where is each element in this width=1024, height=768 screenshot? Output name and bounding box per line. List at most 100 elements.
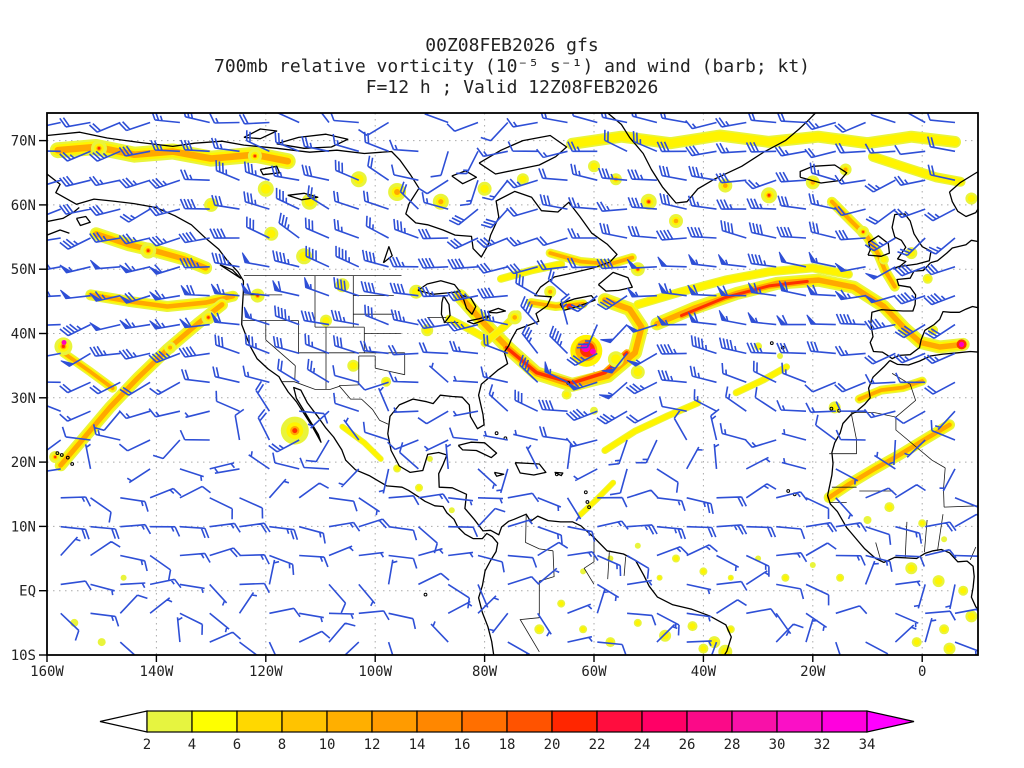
vorticity-blob [394, 466, 400, 471]
coastline [451, 170, 478, 185]
coastline [219, 264, 242, 279]
coastline [478, 134, 568, 175]
colorbar-tick-label: 32 [814, 737, 831, 753]
vorticity-blob [416, 485, 422, 491]
x-tick-label: 40W [691, 664, 717, 680]
island [583, 490, 588, 495]
coastline [597, 271, 633, 292]
vorticity-blob [480, 184, 489, 193]
y-tick-label: 70N [11, 134, 36, 150]
vorticity-blob [710, 638, 718, 646]
island [769, 341, 774, 346]
coastline [259, 165, 281, 176]
island [829, 406, 834, 411]
vorticity-blob [913, 639, 920, 646]
vorticity-blob [945, 645, 954, 653]
vorticity-blob [354, 174, 364, 184]
vorticity-blob [634, 542, 641, 549]
coastline [889, 350, 978, 366]
vorticity-band [340, 424, 383, 462]
coastline [949, 171, 978, 193]
vorticity-band [93, 231, 209, 271]
colorbar-tick-label: 16 [454, 737, 471, 753]
x-tick-label: 120W [249, 664, 283, 680]
colorbar-tick-label: 20 [544, 737, 561, 753]
vorticity-blob [919, 520, 925, 526]
colorbar-tick-label: 34 [859, 737, 876, 753]
vorticity-blob [207, 316, 210, 319]
wind-barb-strokes [47, 113, 978, 655]
colorbar-cell [326, 710, 373, 733]
colorbar-cell [416, 710, 463, 733]
vorticity-blob [862, 230, 865, 233]
vorticity-max-spot [959, 341, 965, 347]
vorticity-blob [120, 574, 127, 581]
wind-barbs [47, 113, 978, 655]
vorticity-blob [536, 626, 543, 633]
vorticity-blob [907, 564, 915, 572]
vorticity-blob [292, 428, 298, 434]
coastline [75, 215, 91, 227]
title-model-run: 00Z08FEB2026 gfs [425, 35, 598, 56]
colorbar-tick-label: 6 [233, 737, 241, 753]
vorticity-blob [438, 199, 444, 205]
vorticity-blob [701, 569, 706, 574]
vorticity-band [826, 422, 952, 500]
coastline [466, 314, 491, 325]
political-border [895, 417, 946, 469]
political-border [294, 365, 296, 381]
vorticity-band [578, 480, 616, 517]
vorticity-blob [941, 626, 948, 633]
coastline [243, 128, 278, 140]
colorbar-under-arrow [99, 710, 148, 733]
island [786, 489, 791, 493]
vorticity-blob [935, 577, 943, 585]
vorticity-blob [729, 576, 733, 580]
vorticity-blob [728, 626, 734, 632]
coastline [799, 164, 848, 184]
y-tick-label: 40N [11, 327, 36, 343]
vorticity-blob [777, 353, 783, 359]
colorbar-cell [281, 710, 328, 733]
coastline [276, 133, 349, 149]
vorticity-blob [809, 562, 816, 568]
vorticity-blob [206, 200, 216, 210]
coastline [493, 471, 505, 477]
colorbar-tick-label: 4 [188, 737, 196, 753]
vorticity-blob [426, 455, 433, 462]
vorticity-blob [673, 218, 679, 224]
colorbar-cell [146, 710, 193, 733]
island [55, 451, 60, 456]
vorticity-blob [907, 249, 915, 257]
political-border [874, 373, 917, 418]
vorticity-blob [863, 516, 872, 524]
vorticity-blob [54, 455, 57, 459]
colorbar-tick-label: 18 [499, 737, 516, 753]
y-tick-label: 30N [11, 391, 36, 407]
vorticity-blob [349, 362, 357, 370]
colorbar-tick-label: 8 [278, 737, 286, 753]
y-tick-label: EQ [19, 584, 36, 600]
island [70, 462, 75, 466]
vorticity-blob [886, 504, 893, 511]
vorticity-band [733, 364, 789, 396]
colorbar-cell [551, 710, 598, 733]
vorticity-max-spot [589, 348, 596, 355]
political-border [944, 505, 978, 508]
colorbar-cell [731, 710, 778, 733]
vorticity-blob [700, 645, 707, 652]
vorticity-blob [967, 612, 976, 621]
vorticity-band [602, 400, 701, 453]
colorbar-cell [371, 710, 418, 733]
island [554, 472, 559, 477]
coastline [47, 131, 732, 655]
vorticity-band [498, 261, 565, 282]
title-field: 700mb relative vorticity (10⁻⁵ s⁻¹) and … [214, 56, 810, 77]
vorticity-blob [689, 623, 696, 630]
political-border [519, 617, 540, 653]
vorticity-blob [563, 391, 570, 398]
colorbar-cell [641, 710, 688, 733]
vorticity-blob [146, 249, 150, 253]
